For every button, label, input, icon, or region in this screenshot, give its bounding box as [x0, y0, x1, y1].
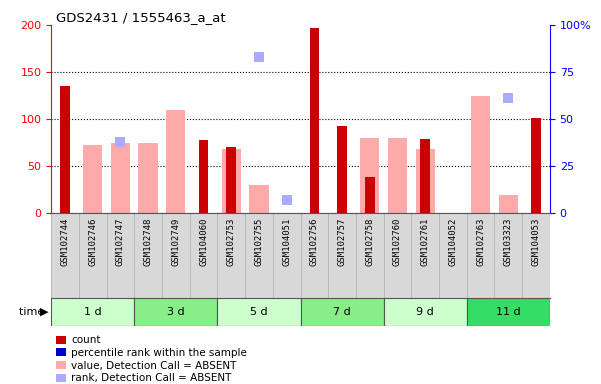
Text: GSM102761: GSM102761 [421, 217, 430, 266]
Bar [222, 149, 241, 213]
Bar [83, 146, 102, 213]
Text: GSM103323: GSM103323 [504, 217, 513, 266]
Text: GSM104051: GSM104051 [282, 217, 291, 266]
Text: time: time [19, 307, 48, 317]
Point [448, 14, 458, 20]
Bar [227, 147, 236, 213]
Bar [60, 86, 70, 213]
Bar [111, 142, 130, 213]
Text: 11 d: 11 d [496, 307, 520, 317]
Bar [51, 298, 134, 326]
Text: 1 d: 1 d [84, 307, 102, 317]
Bar [218, 298, 300, 326]
Bar [420, 139, 430, 213]
Point [282, 197, 291, 203]
Text: 3 d: 3 d [167, 307, 185, 317]
Text: GSM104053: GSM104053 [531, 217, 540, 266]
Bar [249, 185, 269, 213]
Point [88, 3, 97, 9]
Text: GSM102758: GSM102758 [365, 217, 374, 266]
Bar [471, 96, 490, 213]
Point [504, 95, 513, 101]
Text: GSM102753: GSM102753 [227, 217, 236, 266]
Text: 5 d: 5 d [250, 307, 267, 317]
Bar [300, 298, 383, 326]
Text: GSM102763: GSM102763 [476, 217, 485, 266]
Text: GSM102748: GSM102748 [144, 217, 153, 266]
Bar [415, 149, 435, 213]
Text: GSM102747: GSM102747 [116, 217, 125, 266]
Bar [310, 28, 319, 213]
Bar [531, 118, 541, 213]
Text: 9 d: 9 d [416, 307, 434, 317]
Bar [134, 298, 218, 326]
Point [115, 139, 125, 145]
Text: 7 d: 7 d [333, 307, 351, 317]
Point [365, 16, 374, 22]
Text: GSM104060: GSM104060 [199, 217, 208, 266]
Text: GSM102757: GSM102757 [338, 217, 347, 266]
Bar [138, 142, 158, 213]
Bar [166, 109, 186, 213]
Text: GSM102744: GSM102744 [61, 217, 70, 266]
Bar [360, 138, 379, 213]
Bar [383, 298, 467, 326]
Bar [337, 126, 347, 213]
Text: GSM102760: GSM102760 [393, 217, 402, 266]
Text: GSM102746: GSM102746 [88, 217, 97, 266]
Text: GSM102756: GSM102756 [310, 217, 319, 266]
Bar [199, 140, 209, 213]
Text: ▶: ▶ [40, 307, 48, 317]
Legend: count, percentile rank within the sample, value, Detection Call = ABSENT, rank, : count, percentile rank within the sample… [56, 336, 247, 383]
Text: GSM104052: GSM104052 [448, 217, 457, 266]
Bar [388, 138, 407, 213]
Bar [499, 195, 518, 213]
Bar [467, 298, 550, 326]
Text: GSM102749: GSM102749 [171, 217, 180, 266]
Point [254, 54, 264, 60]
Bar [365, 177, 374, 213]
Text: GSM102755: GSM102755 [254, 217, 263, 266]
Text: GDS2431 / 1555463_a_at: GDS2431 / 1555463_a_at [56, 11, 226, 24]
